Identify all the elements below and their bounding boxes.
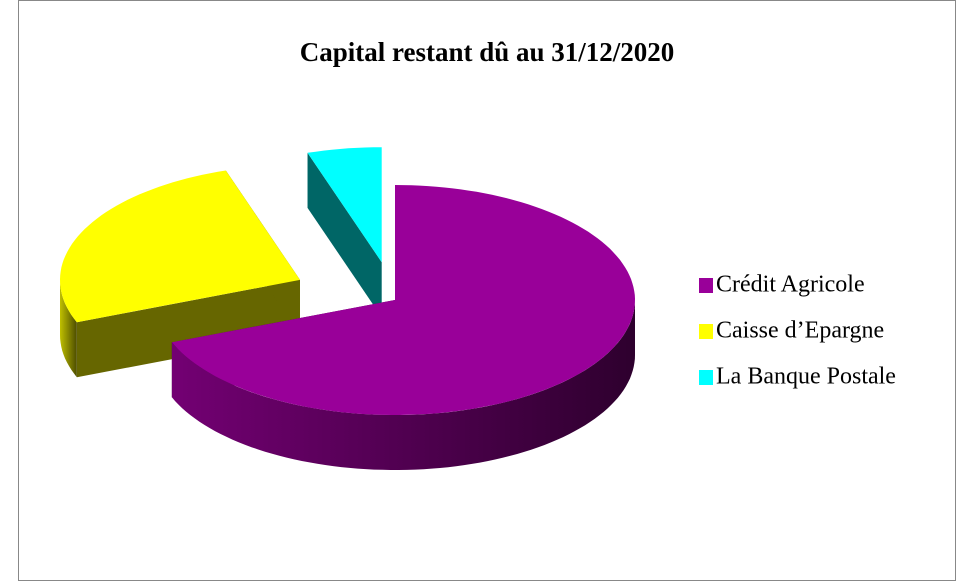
slice-side <box>60 279 77 378</box>
slice-top <box>60 170 300 323</box>
pie-slice <box>307 147 382 318</box>
legend-label: Caisse d’Epargne <box>716 318 884 344</box>
slice-side <box>171 300 635 470</box>
legend-swatch <box>699 278 713 293</box>
slice-wall <box>76 279 300 378</box>
legend-swatch <box>699 370 713 385</box>
legend-swatch <box>699 324 713 339</box>
legend-label: Crédit Agricole <box>716 272 865 298</box>
pie-slice <box>171 185 635 470</box>
chart-title: Capital restant dû au 31/12/2020 <box>300 37 675 67</box>
pie-slice <box>60 170 300 378</box>
legend-label: La Banque Postale <box>716 364 896 390</box>
slice-top <box>307 147 382 263</box>
slice-top <box>171 185 635 415</box>
slice-wall <box>307 152 382 318</box>
